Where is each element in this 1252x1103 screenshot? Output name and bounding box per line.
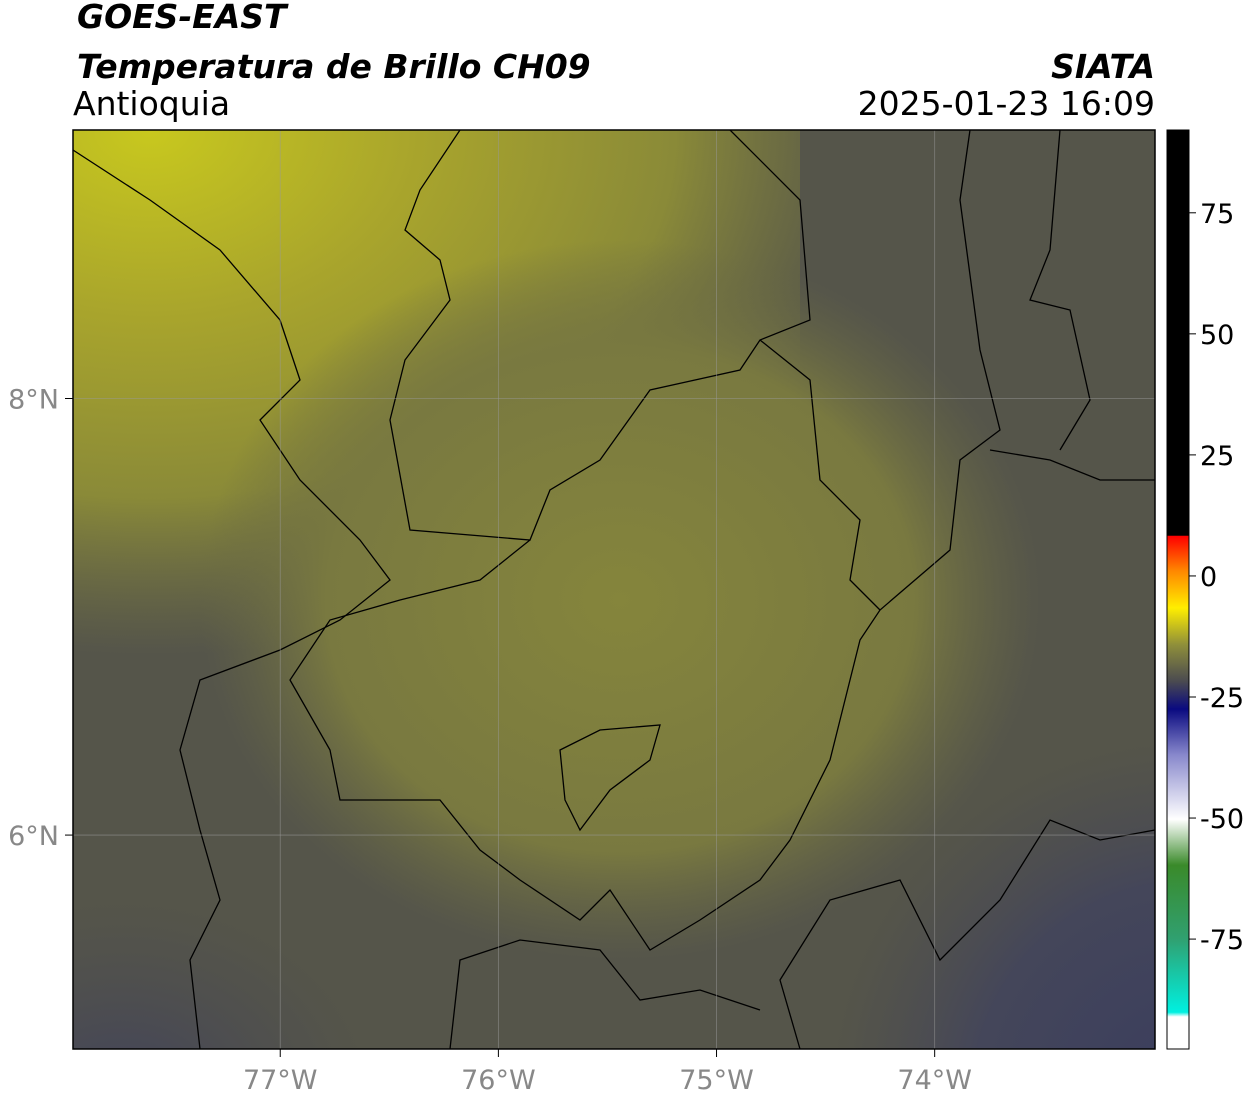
region: Antioquia (73, 84, 230, 123)
map-image (73, 130, 1155, 1049)
map-frame (72, 129, 1156, 1050)
colorbar-tick-label: 0 (1200, 562, 1217, 593)
colorbar-tick-label: 75 (1200, 199, 1234, 230)
source: SIATA (1051, 47, 1155, 86)
colorbar-tick-label: 50 (1200, 320, 1234, 351)
colorbar (1166, 129, 1190, 1050)
colorbar-tick-label: -25 (1200, 683, 1244, 714)
y-tick-label: 8°N (8, 384, 59, 415)
subtitle: Temperatura de Brillo CH09 (77, 47, 591, 86)
colorbar-tick-label: -75 (1200, 925, 1244, 956)
x-tick-label: 74°W (897, 1065, 972, 1096)
x-tick-label: 75°W (679, 1065, 754, 1096)
y-tick-label: 6°N (8, 821, 59, 852)
x-tick-label: 76°W (461, 1065, 536, 1096)
colorbar-tick-label: 25 (1200, 441, 1234, 472)
title: GOES-EAST (77, 0, 289, 36)
datetime: 2025-01-23 16:09 (858, 84, 1155, 123)
x-tick-label: 77°W (243, 1065, 318, 1096)
colorbar-tick-label: -50 (1200, 804, 1244, 835)
